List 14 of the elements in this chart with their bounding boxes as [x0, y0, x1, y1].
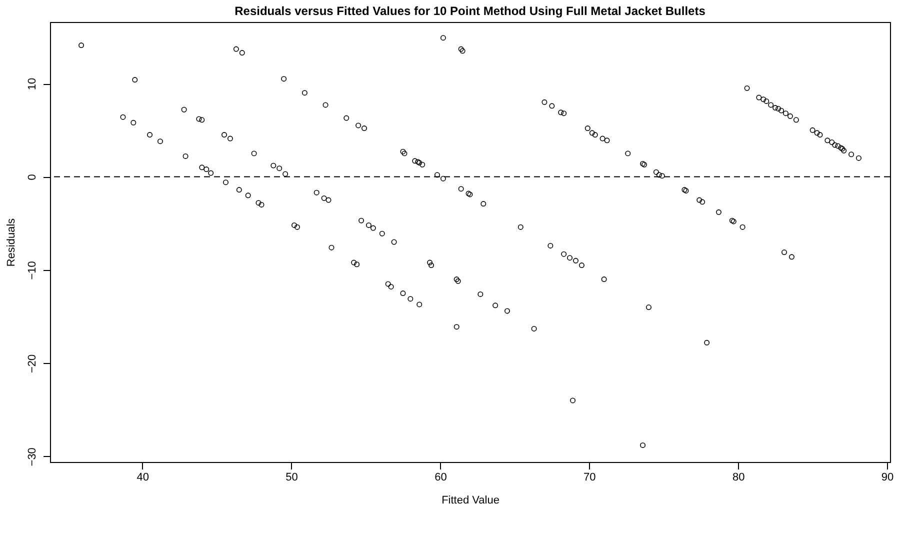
- x-tick-label: 40: [136, 472, 149, 484]
- y-tick-label: 10: [26, 78, 38, 90]
- y-tick-label: −30: [26, 448, 38, 466]
- y-tick-label: −20: [26, 354, 38, 374]
- x-tick-label: 50: [286, 472, 298, 484]
- x-tick-label: 70: [584, 472, 596, 484]
- y-tick-label: −10: [26, 261, 38, 280]
- x-tick-label: 60: [434, 472, 447, 484]
- y-tick-label: 0: [26, 174, 38, 180]
- chart-title: Residuals versus Fitted Values for 10 Point Method Using Full Metal Jacket Bullets: [234, 4, 706, 18]
- x-tick-label: 80: [732, 472, 745, 484]
- x-tick-label: 90: [881, 472, 894, 484]
- y-axis-title: Residuals: [6, 218, 18, 267]
- x-axis-title: Fitted Value: [442, 494, 500, 506]
